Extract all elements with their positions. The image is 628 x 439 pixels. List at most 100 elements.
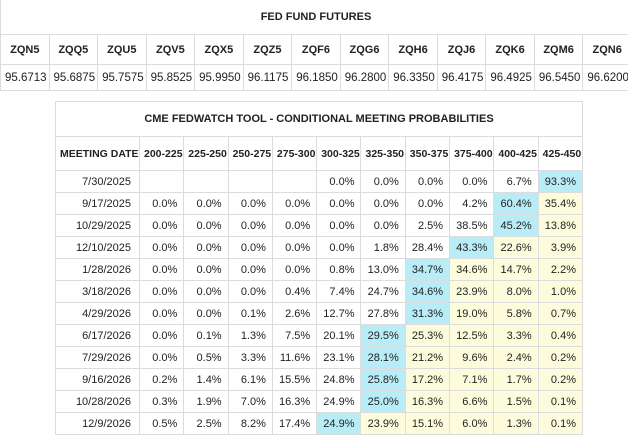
probability: 0.0% <box>316 170 362 193</box>
meeting-date: 10/29/2025 <box>55 214 140 237</box>
probability: 0.0% <box>183 192 229 215</box>
probability: 24.9% <box>316 412 362 435</box>
futures-header: ZQN6 <box>582 34 628 65</box>
meeting-date: 1/28/2026 <box>55 258 140 281</box>
futures-value: 96.4925 <box>485 64 535 91</box>
meeting-row: 6/17/2026 0.0% 0.1% 1.3% 7.5% 20.1% 29.5% 25.3%… <box>55 324 584 347</box>
probability: 0.0% <box>316 214 362 237</box>
futures-value: 96.3350 <box>388 64 438 91</box>
probability: 0.2% <box>537 368 584 391</box>
probability: 0.0% <box>183 214 229 237</box>
probability: 3.9% <box>537 236 584 259</box>
futures-header: ZQU5 <box>97 34 147 65</box>
probability: 0.0% <box>138 258 185 281</box>
probability: 11.6% <box>271 346 318 369</box>
probability: 23.9% <box>449 280 495 303</box>
meeting-row: 9/17/2025 0.0% 0.0% 0.0% 0.0% 0.0% 0.0% 0.0% 4.2… <box>55 192 584 215</box>
probability: 9.6% <box>449 346 495 369</box>
futures-value: 96.6200 <box>582 64 628 91</box>
probability: 1.9% <box>183 390 229 413</box>
probability: 34.6% <box>449 258 495 281</box>
probability: 0.0% <box>404 192 451 215</box>
futures-value: 95.7575 <box>97 64 147 91</box>
meeting-row: 3/18/2026 0.0% 0.0% 0.0% 0.4% 7.4% 24.7% 34.6% 2… <box>55 280 584 303</box>
probability: 0.1% <box>183 324 229 347</box>
probability: 28.4% <box>404 236 451 259</box>
probabilities-title: CME FEDWATCH TOOL - CONDITIONAL MEETING … <box>55 101 583 137</box>
futures-value-row: 95.6713 95.6875 95.7575 95.8525 95.9950 96.11… <box>0 64 628 91</box>
probability: 0.0% <box>316 192 362 215</box>
probability: 2.4% <box>493 346 539 369</box>
probability: 6.6% <box>449 390 495 413</box>
meeting-date: 12/10/2025 <box>55 236 140 259</box>
probability: 45.2% <box>493 214 539 237</box>
futures-value: 96.5450 <box>533 64 584 91</box>
probability: 22.6% <box>493 236 539 259</box>
probability: 35.4% <box>537 192 584 215</box>
meeting-row: 7/29/2026 0.0% 0.5% 3.3% 11.6% 23.1% 28.1% 21.2… <box>55 346 584 369</box>
range-header: 300-325 <box>316 136 362 171</box>
probability: 0.1% <box>537 390 584 413</box>
probability: 17.4% <box>271 412 318 435</box>
probability: 31.3% <box>404 302 451 325</box>
futures-value: 96.1175 <box>242 64 293 91</box>
probability: 1.3% <box>227 324 273 347</box>
probability: 3.3% <box>227 346 273 369</box>
futures-header: ZQQ5 <box>48 34 99 65</box>
futures-header: ZQJ6 <box>436 34 487 65</box>
probability: 6.1% <box>227 368 273 391</box>
futures-header: ZQK6 <box>485 34 535 65</box>
meeting-date: 9/16/2026 <box>55 368 140 391</box>
probability: 1.5% <box>493 390 539 413</box>
probability: 0.0% <box>360 170 406 193</box>
probability: 43.3% <box>449 236 495 259</box>
futures-header: ZQV5 <box>145 34 196 65</box>
futures-value: 96.2800 <box>339 64 390 91</box>
meeting-row: 12/9/2026 0.5% 2.5% 8.2% 17.4% 24.9% 23.9% 15.1… <box>55 412 584 435</box>
probability: 2.5% <box>404 214 451 237</box>
range-header: 375-400 <box>449 136 495 171</box>
range-header: 425-450 <box>537 136 584 171</box>
futures-value: 95.9950 <box>194 64 244 91</box>
probability: 1.7% <box>493 368 539 391</box>
meeting-row: 10/28/2026 0.3% 1.9% 7.0% 16.3% 24.9% 25.0% 16.… <box>55 390 584 413</box>
empty-cell <box>227 170 273 193</box>
probability: 0.0% <box>138 324 185 347</box>
meeting-row: 9/16/2026 0.2% 1.4% 6.1% 15.5% 24.8% 25.8% 17.2… <box>55 368 584 391</box>
futures-header: ZQH6 <box>388 34 438 65</box>
probability: 93.3% <box>537 170 584 193</box>
probability: 20.1% <box>316 324 362 347</box>
futures-value: 95.6875 <box>48 64 99 91</box>
range-header: 225-250 <box>183 136 229 171</box>
probability: 24.8% <box>316 368 362 391</box>
range-header: 325-350 <box>360 136 406 171</box>
probability: 0.0% <box>271 258 318 281</box>
probability: 12.5% <box>449 324 495 347</box>
probability: 0.0% <box>227 236 273 259</box>
probability: 24.7% <box>360 280 406 303</box>
probability: 12.7% <box>316 302 362 325</box>
probability: 0.4% <box>537 324 584 347</box>
probability: 0.0% <box>271 236 318 259</box>
probability: 7.0% <box>227 390 273 413</box>
meeting-date: 7/29/2026 <box>55 346 140 369</box>
futures-header: ZQN5 <box>0 34 50 65</box>
probability: 0.0% <box>183 258 229 281</box>
meeting-date: 4/29/2026 <box>55 302 140 325</box>
futures-title: FED FUND FUTURES <box>0 0 628 35</box>
probability: 0.3% <box>138 390 185 413</box>
probability: 0.0% <box>449 170 495 193</box>
meeting-row: 12/10/2025 0.0% 0.0% 0.0% 0.0% 0.0% 1.8% 28.4% 4… <box>55 236 584 259</box>
probability: 16.3% <box>404 390 451 413</box>
probability: 0.0% <box>271 192 318 215</box>
probability: 1.0% <box>537 280 584 303</box>
probability: 15.5% <box>271 368 318 391</box>
empty-cell <box>183 170 229 193</box>
probability: 0.7% <box>537 302 584 325</box>
probability: 0.0% <box>138 192 185 215</box>
probability: 13.8% <box>537 214 584 237</box>
probability: 0.0% <box>227 214 273 237</box>
probability: 0.0% <box>138 214 185 237</box>
probability: 0.0% <box>138 302 185 325</box>
